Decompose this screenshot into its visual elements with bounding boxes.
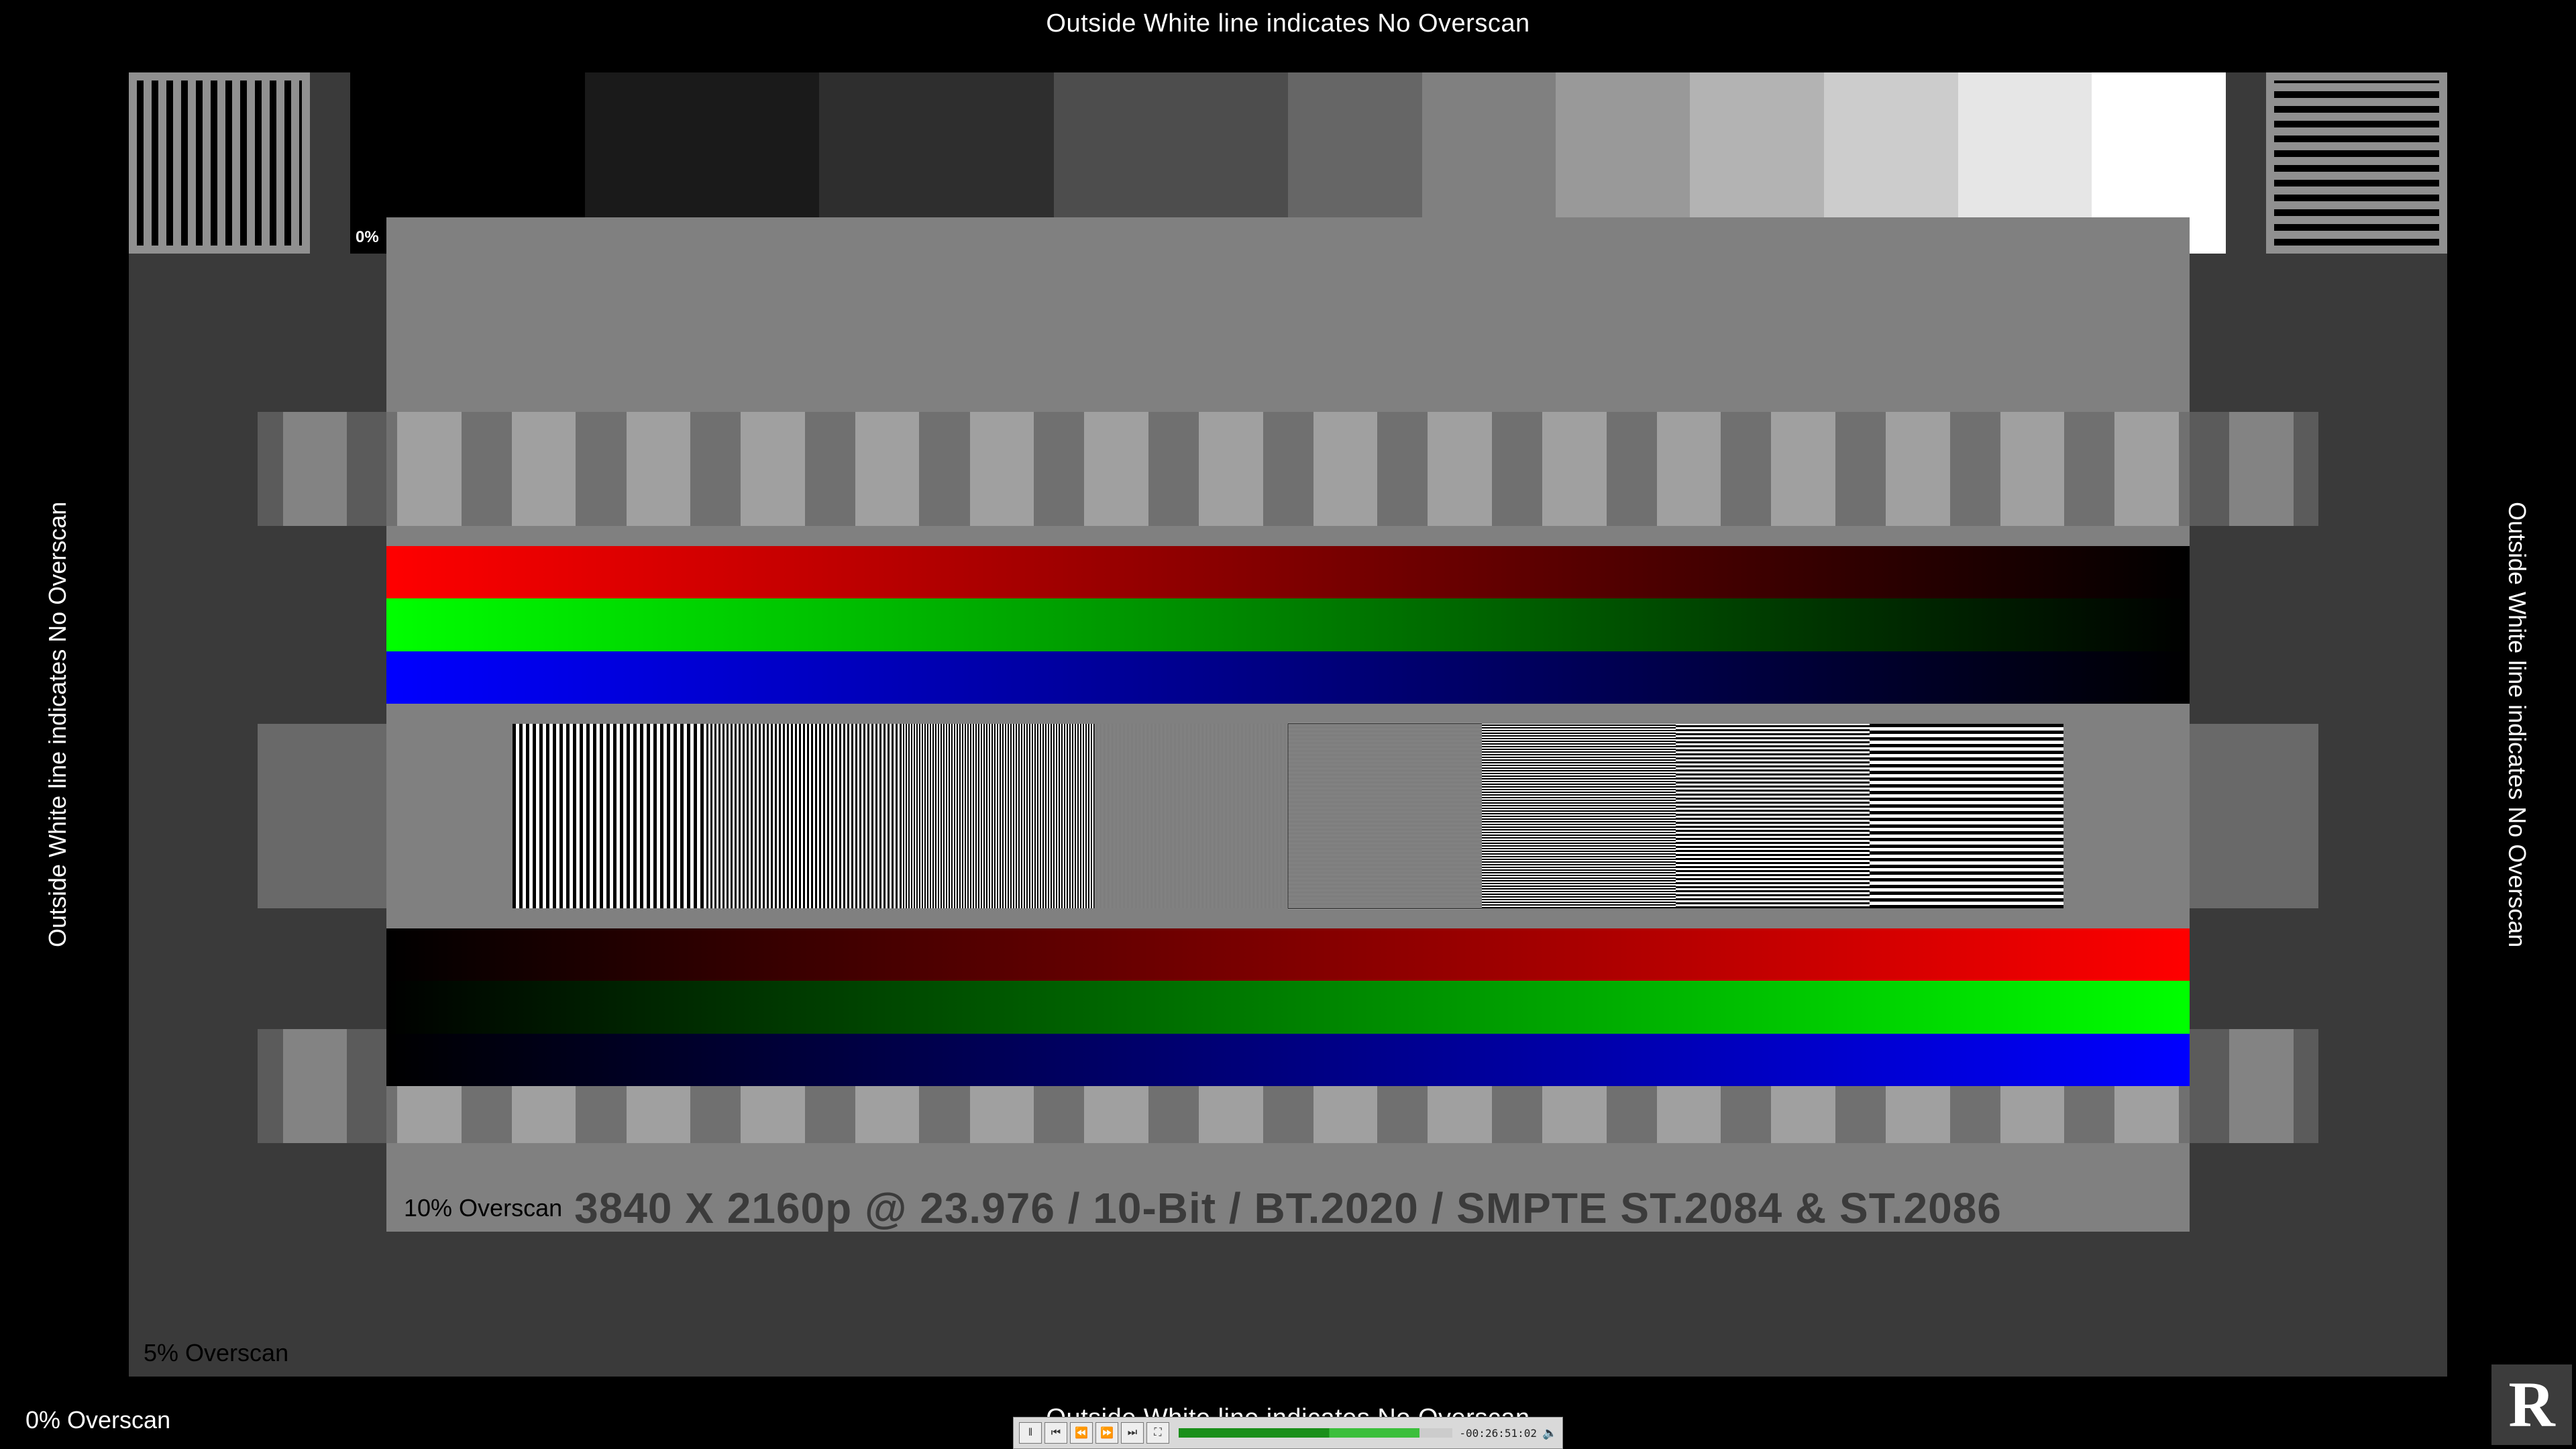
format-spec-text: 3840 X 2160p @ 23.976 / 10-Bit / BT.2020… <box>386 1183 2190 1233</box>
player-button[interactable]: ⏪ <box>1070 1422 1093 1444</box>
square-wave-cell <box>1746 1029 1861 1143</box>
square-wave-cell <box>1173 1029 1288 1143</box>
resolution-block <box>706 724 900 908</box>
media-player-overlay[interactable]: ‖⏮⏪⏩⏭⛶ -00:26:51:02 🔈 <box>1013 1417 1563 1449</box>
square-wave-cell <box>258 1029 372 1143</box>
resolution-wedge-row <box>258 724 2318 908</box>
speaker-icon[interactable]: 🔈 <box>1542 1426 1557 1440</box>
square-wave-cell <box>486 1029 601 1143</box>
square-wave-cell <box>1173 412 1288 526</box>
player-button[interactable]: ⏩ <box>1095 1422 1118 1444</box>
resolution-block <box>900 724 1094 908</box>
square-wave-cell <box>830 1029 945 1143</box>
five-percent-frame: 5% Overscan 0%10%20%30% 40%50%60%70%80%9… <box>129 72 2447 1377</box>
player-button[interactable]: ‖ <box>1019 1422 1042 1444</box>
square-wave-cell <box>1631 1029 1746 1143</box>
rgb-bar-green <box>386 981 2190 1033</box>
square-wave-row-bottom <box>258 1029 2318 1143</box>
line-test-horizontal <box>2266 72 2447 254</box>
square-wave-cell <box>1975 1029 2090 1143</box>
overscan-label-left: Outside White line indicates No Overscan <box>38 0 78 1449</box>
player-progress[interactable] <box>1179 1428 1452 1438</box>
zero-overscan-label: 0% Overscan <box>25 1406 170 1434</box>
square-wave-cell <box>258 412 372 526</box>
square-wave-cell <box>2090 412 2204 526</box>
line-test-vertical <box>129 72 310 254</box>
calibration-pattern: Outside White line indicates No Overscan… <box>0 0 2576 1449</box>
ten-percent-frame: 10% Overscan 3840 X 2160p @ 23.976 / 10-… <box>386 217 2190 1232</box>
square-wave-cell <box>945 1029 1059 1143</box>
square-wave-row-top <box>258 412 2318 526</box>
gray-step-label: 0% <box>356 228 379 247</box>
square-wave-cell <box>2204 1029 2318 1143</box>
square-wave-cell <box>2090 1029 2204 1143</box>
rgb-bar-red <box>386 546 2190 598</box>
square-wave-cell <box>2204 412 2318 526</box>
resolution-block <box>1676 724 1870 908</box>
square-wave-cell <box>716 1029 830 1143</box>
square-wave-cell <box>1746 412 1861 526</box>
square-wave-cell <box>372 412 487 526</box>
square-wave-cell <box>1403 1029 1517 1143</box>
resolution-block <box>1870 724 2063 908</box>
rgb-bar-blue <box>386 651 2190 704</box>
player-button[interactable]: ⏮ <box>1044 1422 1067 1444</box>
overscan-label-top: Outside White line indicates No Overscan <box>0 9 2576 38</box>
square-wave-cell <box>1059 412 1174 526</box>
rgb-bar-red <box>386 928 2190 981</box>
resolution-block <box>1288 724 1482 908</box>
player-button[interactable]: ⏭ <box>1121 1422 1144 1444</box>
square-wave-cell <box>1288 1029 1403 1143</box>
square-wave-cell <box>1288 412 1403 526</box>
square-wave-cell <box>1860 1029 1975 1143</box>
square-wave-cell <box>601 1029 716 1143</box>
resolution-block <box>513 724 706 908</box>
rgb-bar-green <box>386 598 2190 651</box>
rgb-ramp-top <box>386 546 2190 704</box>
square-wave-cell <box>1631 412 1746 526</box>
square-wave-cell <box>1517 412 1631 526</box>
square-wave-cell <box>486 412 601 526</box>
square-wave-cell <box>1517 1029 1631 1143</box>
overscan-label-right: Outside White line indicates No Overscan <box>2497 0 2537 1449</box>
square-wave-cell <box>830 412 945 526</box>
square-wave-cell <box>716 412 830 526</box>
player-time: -00:26:51:02 <box>1459 1427 1537 1440</box>
r-logo: R <box>2491 1364 2572 1445</box>
square-wave-cell <box>1059 1029 1174 1143</box>
square-wave-cell <box>1860 412 1975 526</box>
square-wave-cell <box>601 412 716 526</box>
resolution-block <box>1094 724 1288 908</box>
five-overscan-label: 5% Overscan <box>144 1339 288 1367</box>
square-wave-cell <box>1975 412 2090 526</box>
player-button[interactable]: ⛶ <box>1146 1422 1169 1444</box>
square-wave-cell <box>372 1029 487 1143</box>
square-wave-cell <box>1403 412 1517 526</box>
resolution-block <box>1482 724 1676 908</box>
square-wave-cell <box>945 412 1059 526</box>
